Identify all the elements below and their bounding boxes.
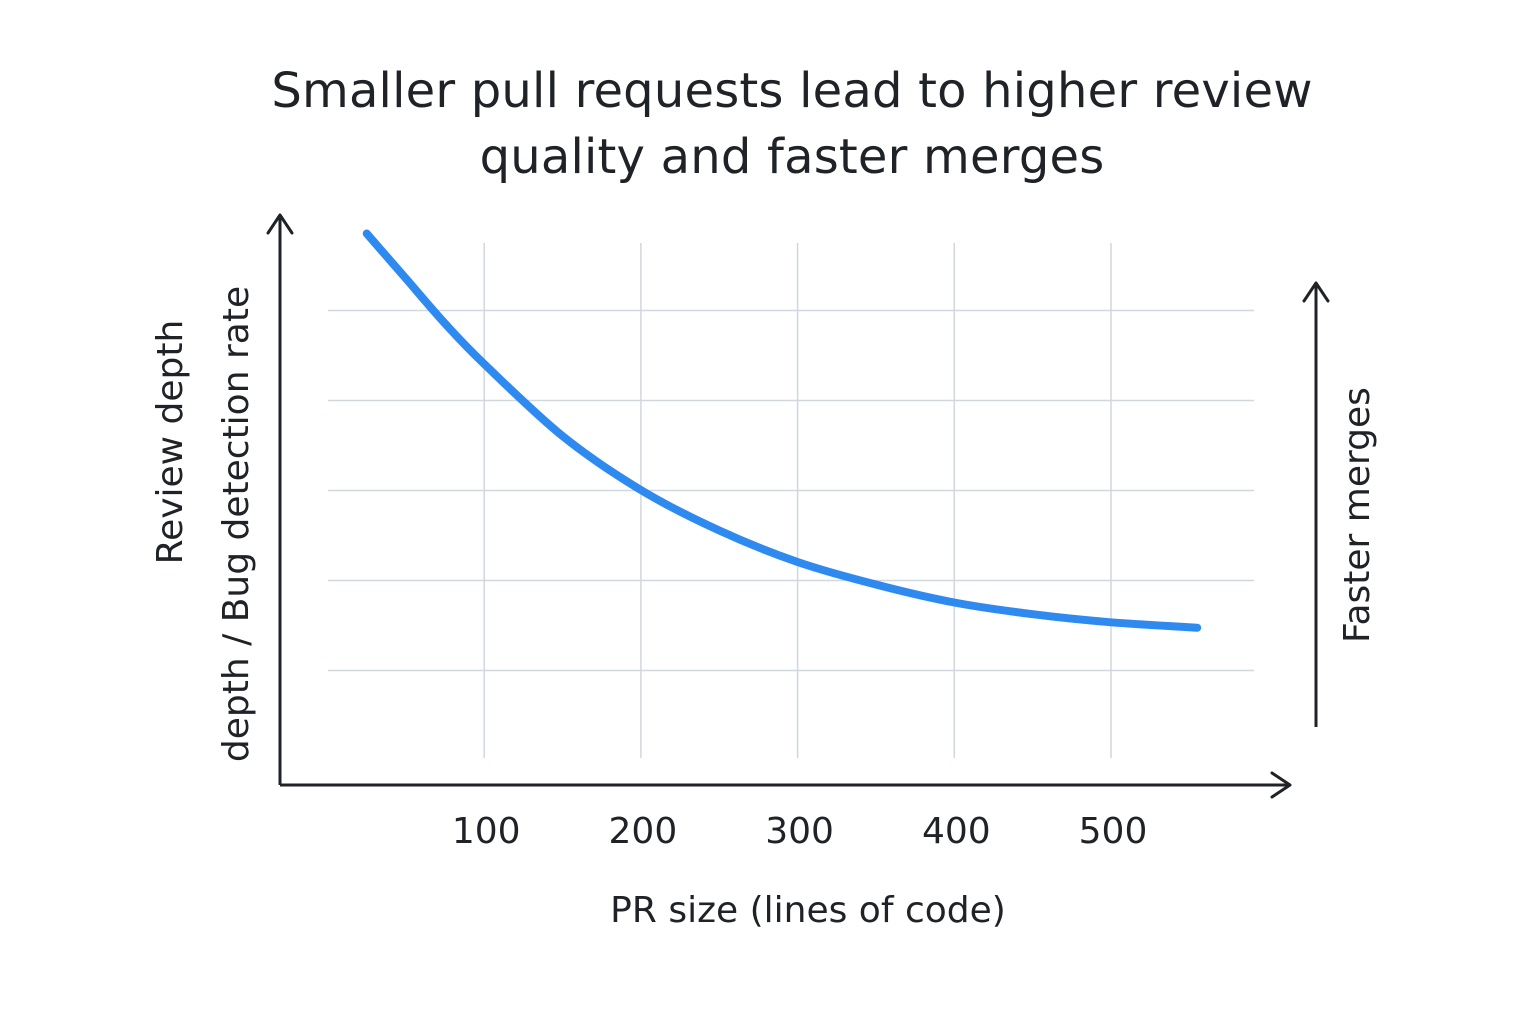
x-axis-arrow-icon xyxy=(1270,771,1292,799)
series-line-0 xyxy=(362,229,1202,632)
y-axis-arrow-icon xyxy=(266,213,294,235)
y-axis-label-line-1: Review depth xyxy=(150,320,191,565)
chart-title-line-1: Smaller pull requests lead to higher rev… xyxy=(271,63,1313,119)
x-tick-label-100: 100 xyxy=(452,811,521,852)
secondary-y-axis-label: Faster merges xyxy=(1337,387,1378,643)
y-axis-label-line-2: depth / Bug detection rate xyxy=(216,286,257,762)
secondary-axis-arrow-icon xyxy=(1302,281,1330,303)
chart-title: Smaller pull requests lead to higher rev… xyxy=(168,58,1416,190)
x-axis-label: PR size (lines of code) xyxy=(610,890,1006,931)
x-tick-label-300: 300 xyxy=(765,811,834,852)
series-group xyxy=(362,229,1202,632)
gridlines xyxy=(328,243,1254,758)
x-tick-label-400: 400 xyxy=(922,811,991,852)
x-tick-label-500: 500 xyxy=(1079,811,1148,852)
axes xyxy=(266,213,1330,799)
plot-area xyxy=(328,229,1254,758)
x-tick-labels: 100 200 300 400 500 xyxy=(452,811,1148,852)
chart-title-line-2: quality and faster merges xyxy=(479,129,1105,185)
x-tick-label-200: 200 xyxy=(609,811,678,852)
